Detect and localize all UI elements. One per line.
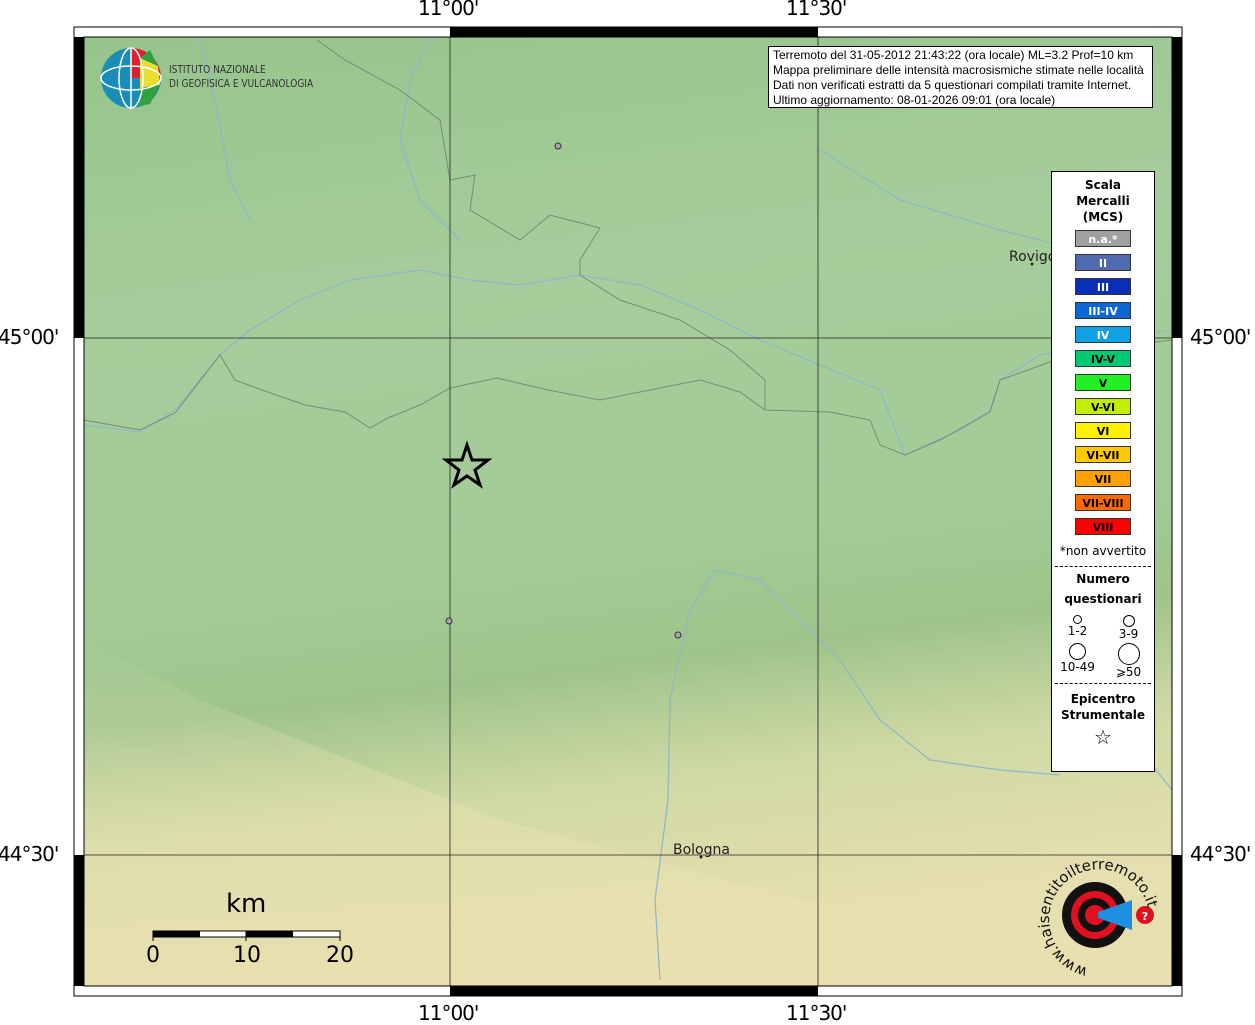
borders <box>83 39 1173 456</box>
intensity-scale: n.a.* II III III-IV IV IV-V V V-VI VI VI-VII VII VI… <box>1052 230 1154 535</box>
legend-title-line: Scala <box>1084 178 1122 192</box>
town-marker <box>699 855 703 859</box>
divider <box>1055 566 1151 567</box>
intensity-swatch: VIII <box>1075 518 1131 535</box>
size-item: 3-9 <box>1103 615 1154 641</box>
place-bologna: Bologna <box>673 842 730 858</box>
event-info-box: Terremoto del 31-05-2012 21:43:22 (ora l… <box>768 46 1153 108</box>
legend-title: Scala Mercalli (MCS) <box>1052 177 1154 225</box>
scale-tick: 0 <box>146 943 160 968</box>
size-label: 1-2 <box>1067 624 1088 638</box>
intensity-swatch: V-VI <box>1075 398 1131 415</box>
info-line: Ultimo aggiornamento: 08-01-2026 09:01 (… <box>773 93 1056 107</box>
size-label: 3-9 <box>1118 627 1139 641</box>
circle-icon <box>1073 615 1082 624</box>
legend-title-line: Epicentro <box>1070 692 1136 706</box>
ingv-line1: ISTITUTO NAZIONALE <box>169 63 266 76</box>
star-icon: ☆ <box>1094 725 1112 749</box>
place-rovigo: Rovigo <box>1009 249 1057 265</box>
info-line: Dati non verificati estratti da 5 questi… <box>773 78 1132 92</box>
intensity-swatch: VI-VII <box>1075 446 1131 463</box>
town-marker <box>1030 262 1034 266</box>
questionnaire-sizes: 1-2 3-9 10-49 ⩾50 <box>1052 615 1154 679</box>
star-icon[interactable] <box>441 440 493 489</box>
legend-title-line: Numero <box>1076 572 1130 586</box>
size-label: 10-49 <box>1060 660 1095 674</box>
ingv-logo-icon <box>100 47 162 109</box>
lon-label-bottom-1: 11°00' <box>418 1001 479 1025</box>
info-line: Mappa preliminare delle intensità macros… <box>773 63 1144 77</box>
circle-icon <box>1069 643 1086 660</box>
lat-label-right-2: 44°30' <box>1190 842 1251 866</box>
intensity-swatch: V <box>1075 374 1131 391</box>
intensity-swatch: II <box>1075 254 1131 271</box>
intensity-swatch: III-IV <box>1075 302 1131 319</box>
size-item: ⩾50 <box>1103 643 1154 679</box>
scale-tick: 20 <box>326 943 354 968</box>
divider <box>1055 683 1151 684</box>
scale-unit: km <box>226 889 267 919</box>
observation-points <box>445 142 682 639</box>
legend-title-line: Mercalli <box>1076 194 1130 208</box>
intensity-swatch: VII-VIII <box>1075 494 1131 511</box>
observation-point[interactable] <box>445 617 453 625</box>
legend-title-line: (MCS) <box>1082 210 1124 224</box>
scale-tick: 10 <box>233 943 261 968</box>
intensity-swatch: IV-V <box>1075 350 1131 367</box>
observation-point[interactable] <box>554 142 562 150</box>
epicenter-title: Epicentro Strumentale <box>1052 691 1154 723</box>
scale-bar <box>152 930 341 941</box>
legend-title-line: Strumentale <box>1060 708 1146 722</box>
svg-text:?: ? <box>1142 910 1148 923</box>
map-frame <box>73 26 1183 997</box>
intensity-swatch: VII <box>1075 470 1131 487</box>
legend: Scala Mercalli (MCS) n.a.* II III III-IV IV I… <box>1051 171 1155 772</box>
lat-label-right-1: 45°00' <box>1190 325 1251 349</box>
legend-title-line: questionari <box>1064 592 1142 606</box>
size-item: 1-2 <box>1052 615 1103 641</box>
lon-label-top-1: 11°00' <box>418 0 479 20</box>
ingv-logo-text: ISTITUTO NAZIONALE DI GEOFISICA E VULCAN… <box>169 63 313 91</box>
lat-label-left-2: 44°30' <box>0 842 59 866</box>
intensity-swatch: IV <box>1075 326 1131 343</box>
size-item: 10-49 <box>1052 643 1103 679</box>
circle-icon <box>1117 643 1140 665</box>
lon-label-top-2: 11°30' <box>786 0 847 20</box>
intensity-swatch: VI <box>1075 422 1131 439</box>
info-line: Terremoto del 31-05-2012 21:43:22 (ora l… <box>773 48 1134 62</box>
observation-point[interactable] <box>674 631 682 639</box>
questionnaires-title: Numero questionari <box>1052 569 1154 609</box>
legend-note: *non avvertito <box>1059 544 1147 558</box>
lat-label-left-1: 45°00' <box>0 325 59 349</box>
size-label: ⩾50 <box>1115 665 1142 679</box>
apennines <box>84 640 1172 986</box>
lon-label-bottom-2: 11°30' <box>786 1001 847 1025</box>
circle-icon <box>1122 615 1135 627</box>
intensity-swatch: n.a.* <box>1075 230 1131 247</box>
ingv-line2: DI GEOFISICA E VULCANOLOGIA <box>169 77 314 90</box>
intensity-swatch: III <box>1075 278 1131 295</box>
graticule <box>84 37 1172 986</box>
